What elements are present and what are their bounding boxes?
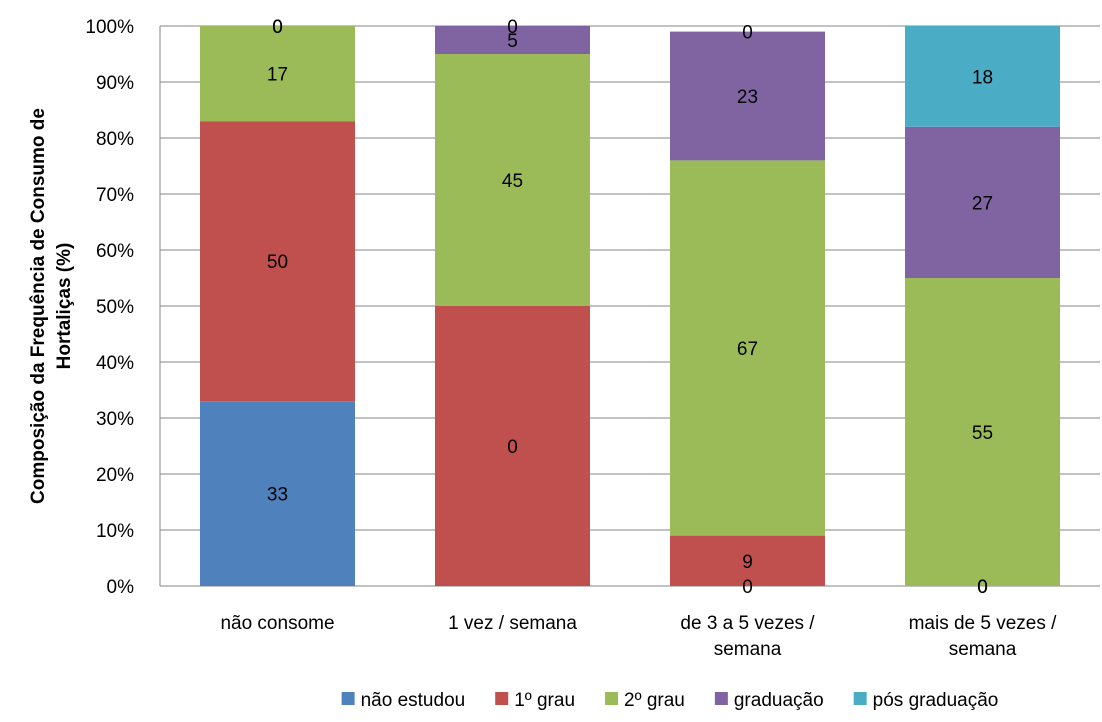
y-tick-label: 70% (96, 185, 134, 206)
y-tick-label: 20% (96, 465, 134, 486)
bar-segment (435, 26, 590, 54)
y-axis-title: Composição da Frequência de Consumo de Ho… (28, 108, 75, 504)
y-tick-label: 40% (96, 353, 134, 374)
bar-segment (670, 31, 825, 161)
y-axis-ticks: 0% 10% 20% 30% 40% 50% 60% 70% 80% 90% 100% (85, 17, 134, 598)
data-label: 67 (737, 339, 758, 360)
x-tick-label: não consome (220, 613, 334, 634)
bar-segment (905, 26, 1060, 127)
data-label: 27 (972, 193, 993, 214)
legend: não estudou 1º grau 2º grau graduação pós gr… (341, 690, 999, 711)
data-label: 0 (977, 577, 988, 598)
x-tick-label-line: mais de 5 vezes / (909, 613, 1058, 634)
x-tick-label-line: semana (714, 639, 782, 660)
data-label: 50 (267, 252, 288, 273)
y-tick-label: 80% (96, 129, 134, 150)
x-tick-label: de 3 a 5 vezes / semana (680, 613, 815, 660)
y-tick-label: 10% (96, 521, 134, 542)
legend-label: não estudou (361, 690, 466, 711)
bar-segment (905, 278, 1060, 586)
bars (200, 26, 1060, 586)
bar-segment (200, 121, 355, 402)
data-label: 23 (737, 87, 758, 108)
data-label: 0 (507, 17, 518, 38)
legend-swatch (341, 692, 355, 705)
y-axis-title-line: Composição da Frequência de Consumo de (28, 108, 49, 504)
data-label: 0 (272, 17, 283, 38)
data-label: 0 (742, 577, 753, 598)
data-label: 5 (507, 31, 518, 52)
bar-segment (905, 126, 1060, 278)
bar-segment (670, 160, 825, 536)
x-tick-label-line: não consome (220, 613, 334, 634)
bar-segment (435, 306, 590, 586)
data-label: 18 (972, 67, 993, 88)
legend-label: pós graduação (873, 690, 999, 711)
y-tick-label: 50% (96, 297, 134, 318)
x-tick-label: 1 vez / semana (448, 613, 577, 634)
legend-label: 2º grau (624, 690, 685, 711)
legend-swatch (714, 692, 728, 705)
bar-segment (200, 26, 355, 122)
y-tick-label: 90% (96, 73, 134, 94)
legend-label: 1º grau (514, 690, 575, 711)
data-label: 45 (502, 171, 523, 192)
data-label: 0 (507, 437, 518, 458)
data-label: 55 (972, 423, 993, 444)
legend-swatch (495, 692, 509, 705)
y-tick-label: 100% (85, 17, 134, 38)
data-label: 0 (272, 17, 283, 38)
y-tick-label: 0% (107, 577, 135, 598)
data-label: 17 (267, 65, 288, 86)
y-tick-label: 30% (96, 409, 134, 430)
x-tick-label-line: de 3 a 5 vezes / (680, 613, 815, 634)
data-label: 33 (267, 485, 288, 506)
bar-segment (670, 535, 825, 586)
x-tick-label-line: 1 vez / semana (448, 613, 577, 634)
data-label: 0 (742, 23, 753, 44)
legend-label: graduação (734, 690, 824, 711)
bar-segment (200, 401, 355, 586)
legend-swatch (605, 692, 619, 705)
legend-swatch (853, 692, 867, 705)
x-tick-label-line: semana (949, 639, 1017, 660)
data-label: 0 (977, 577, 988, 598)
x-tick-label: mais de 5 vezes / semana (909, 613, 1058, 660)
bar-segment (435, 54, 590, 306)
y-tick-label: 60% (96, 241, 134, 262)
y-axis-title-line: Hortaliças (%) (54, 243, 75, 370)
x-axis-labels: não consome 1 vez / semana de 3 a 5 vezes … (220, 613, 1057, 660)
data-label: 9 (742, 552, 753, 573)
